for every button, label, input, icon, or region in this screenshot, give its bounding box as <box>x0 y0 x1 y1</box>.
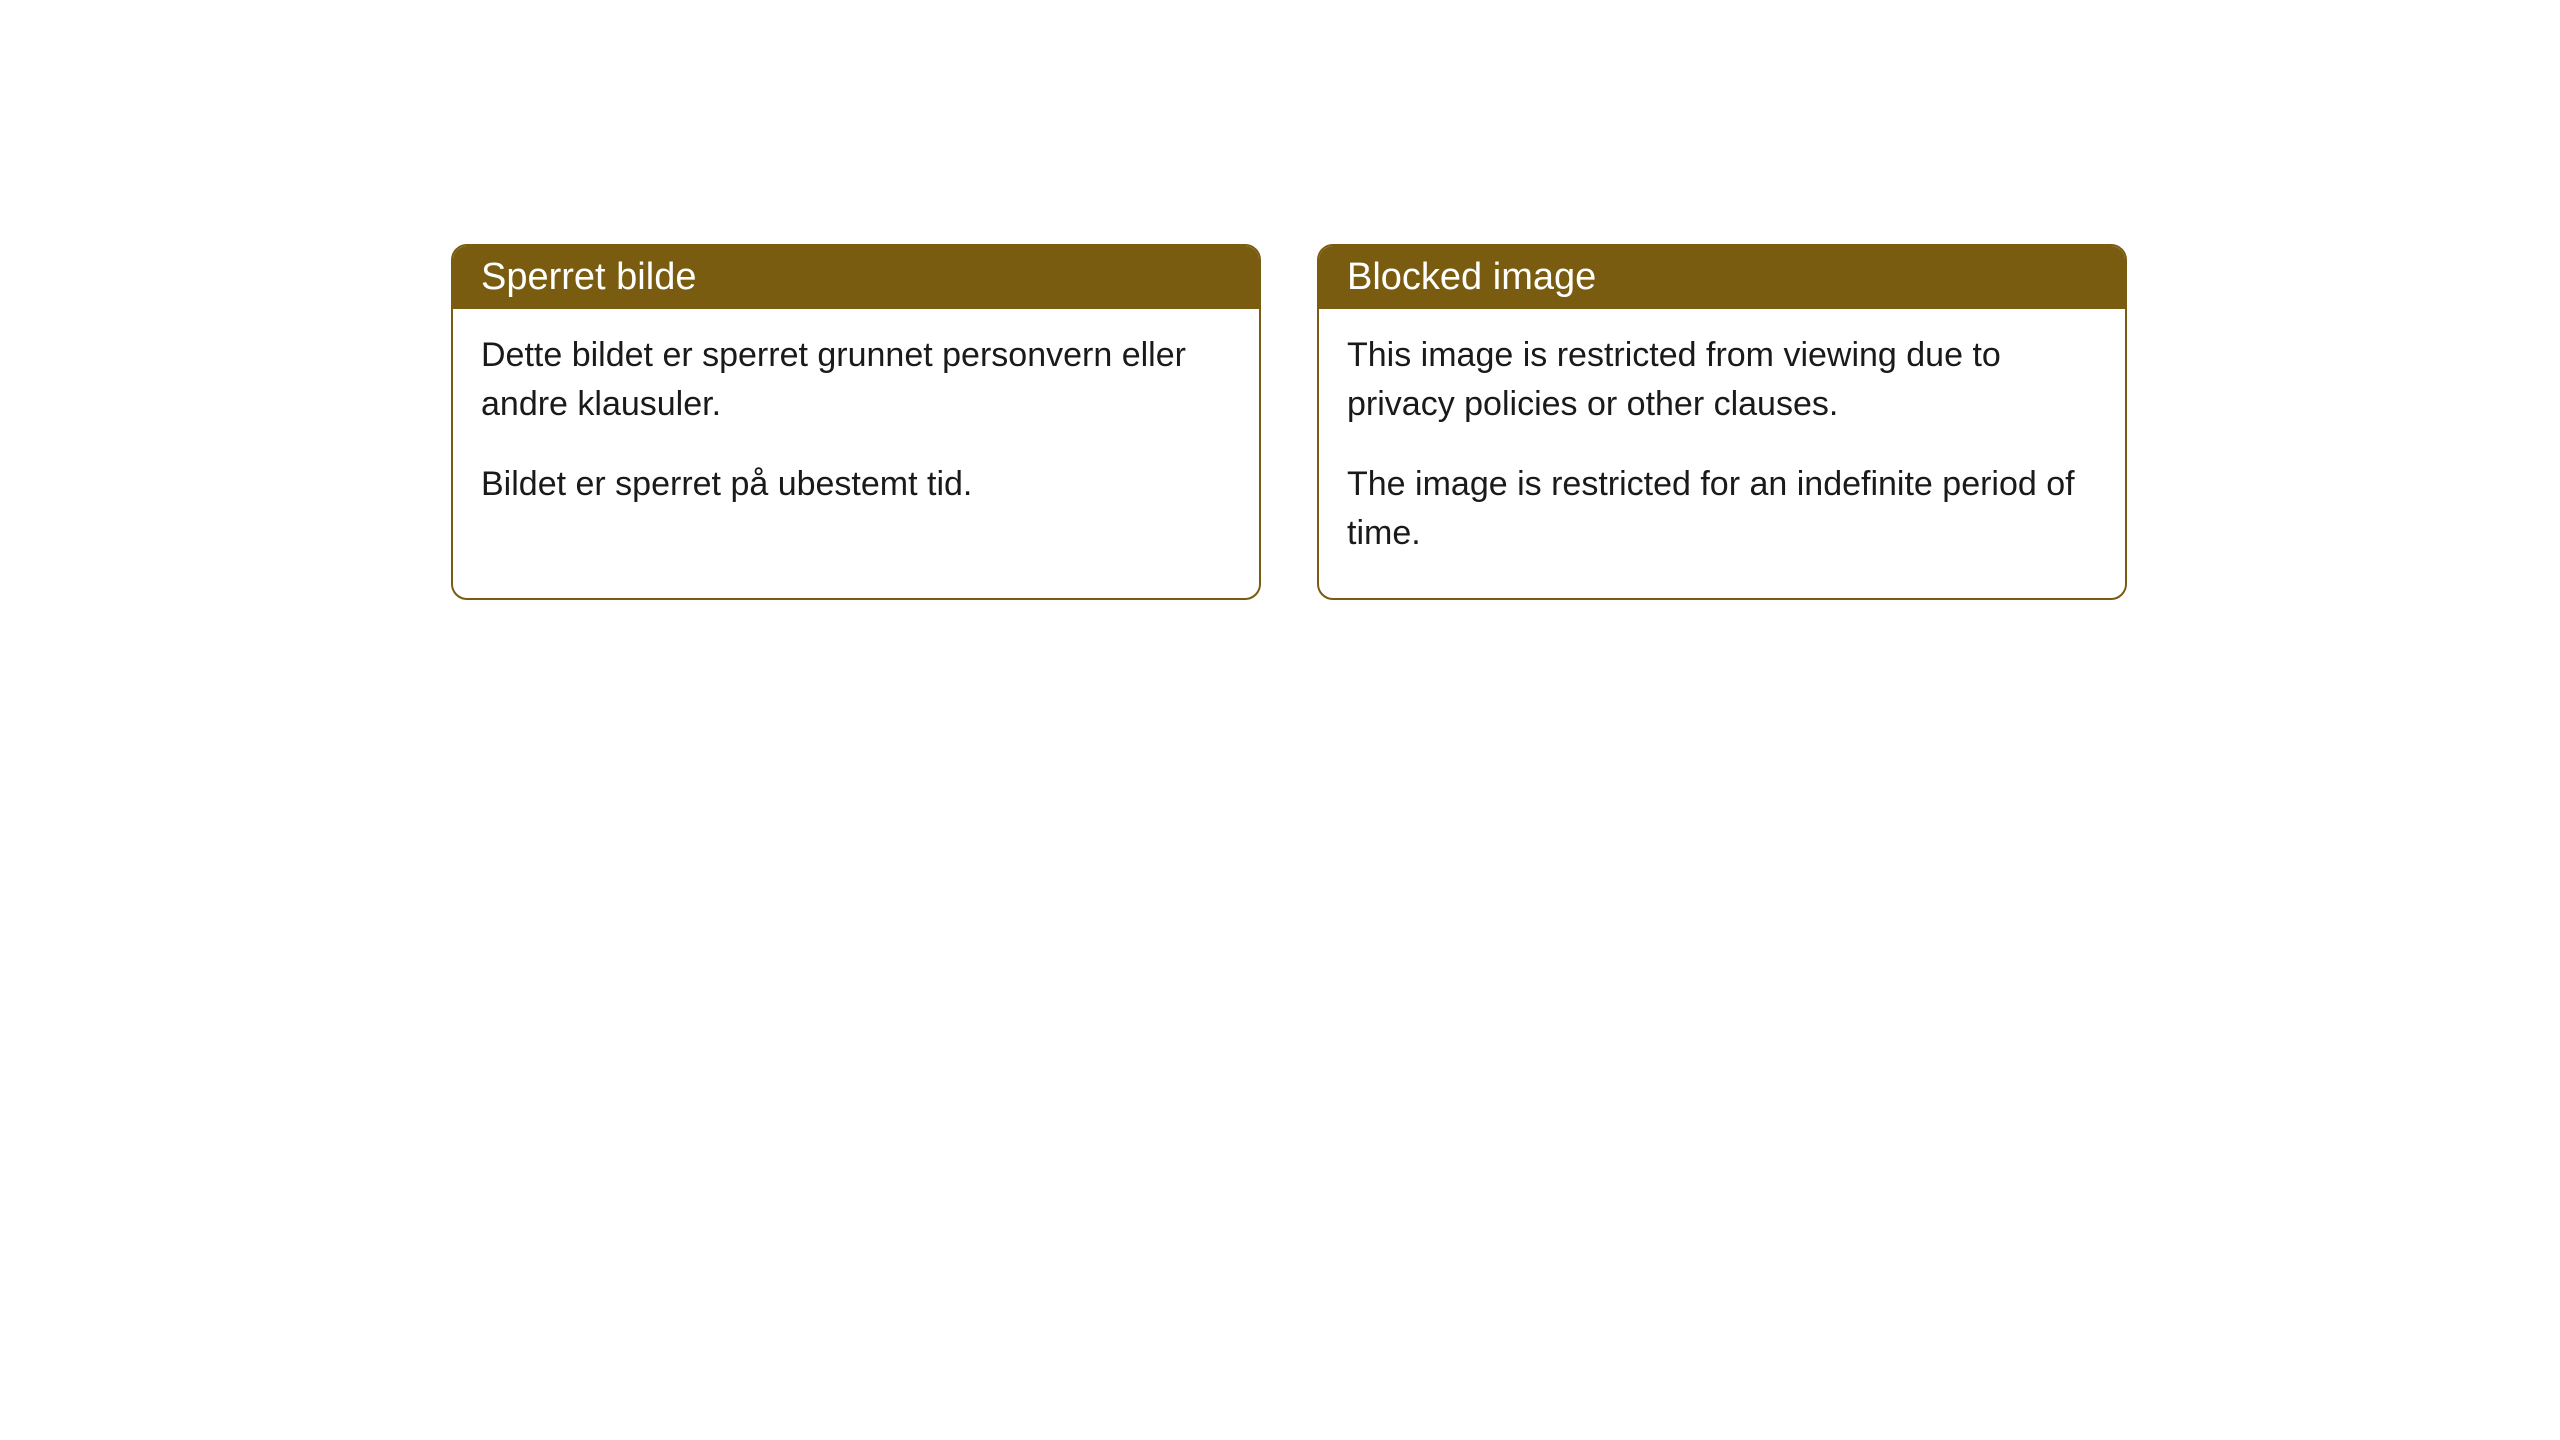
card-paragraph1-norwegian: Dette bildet er sperret grunnet personve… <box>481 331 1231 430</box>
card-header-norwegian: Sperret bilde <box>453 246 1259 309</box>
card-body-norwegian: Dette bildet er sperret grunnet personve… <box>453 309 1259 549</box>
card-paragraph1-english: This image is restricted from viewing du… <box>1347 331 2097 430</box>
card-paragraph2-norwegian: Bildet er sperret på ubestemt tid. <box>481 460 1231 509</box>
card-english: Blocked image This image is restricted f… <box>1317 244 2127 600</box>
card-paragraph2-english: The image is restricted for an indefinit… <box>1347 460 2097 559</box>
cards-container: Sperret bilde Dette bildet er sperret gr… <box>451 244 2127 600</box>
card-body-english: This image is restricted from viewing du… <box>1319 309 2125 598</box>
card-norwegian: Sperret bilde Dette bildet er sperret gr… <box>451 244 1261 600</box>
card-header-english: Blocked image <box>1319 246 2125 309</box>
